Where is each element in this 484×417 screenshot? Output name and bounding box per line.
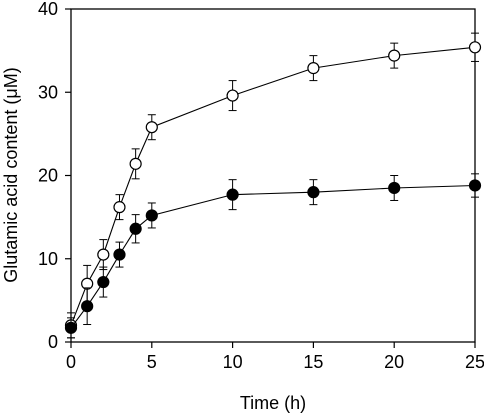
data-point-open-7 [307,62,320,75]
series-layer [64,32,482,339]
x-tick-label-15: 15 [303,352,323,372]
series-line-filled [70,184,476,329]
y-tick-label-30: 30 [38,82,58,102]
data-point-open-3 [113,201,126,214]
y-axis-label: Glutamic acid content (μM) [1,67,21,282]
y-tick-label-20: 20 [38,166,58,186]
data-point-filled-1 [81,300,94,313]
data-point-open-2 [97,248,110,261]
x-tick-label-10: 10 [223,352,243,372]
data-point-open-9 [468,41,482,54]
x-tick-label-20: 20 [384,352,404,372]
y-tick-label-0: 0 [48,332,58,352]
y-tick-label-10: 10 [38,249,58,269]
x-tick-label-0: 0 [66,352,76,372]
data-point-open-6 [226,89,239,102]
data-point-filled-0 [64,321,78,334]
data-point-filled-8 [388,181,401,195]
data-point-filled-9 [468,179,482,192]
data-point-open-8 [388,49,401,62]
data-point-open-4 [129,157,142,170]
data-point-filled-2 [97,275,110,289]
data-point-filled-5 [145,209,158,222]
x-tick-label-25: 25 [465,352,484,372]
data-point-filled-3 [113,248,126,261]
data-point-open-5 [145,121,158,134]
y-tick-label-40: 40 [38,0,58,19]
data-point-filled-6 [226,188,239,201]
x-tick-label-5: 5 [147,352,157,372]
series-line-open [70,46,476,326]
data-point-filled-4 [129,222,142,235]
x-axis-label: Time (h) [240,393,306,413]
ticks-layer: 0 5 10 15 20 25 0 10 20 30 40 [38,0,484,372]
data-point-filled-7 [307,186,320,199]
